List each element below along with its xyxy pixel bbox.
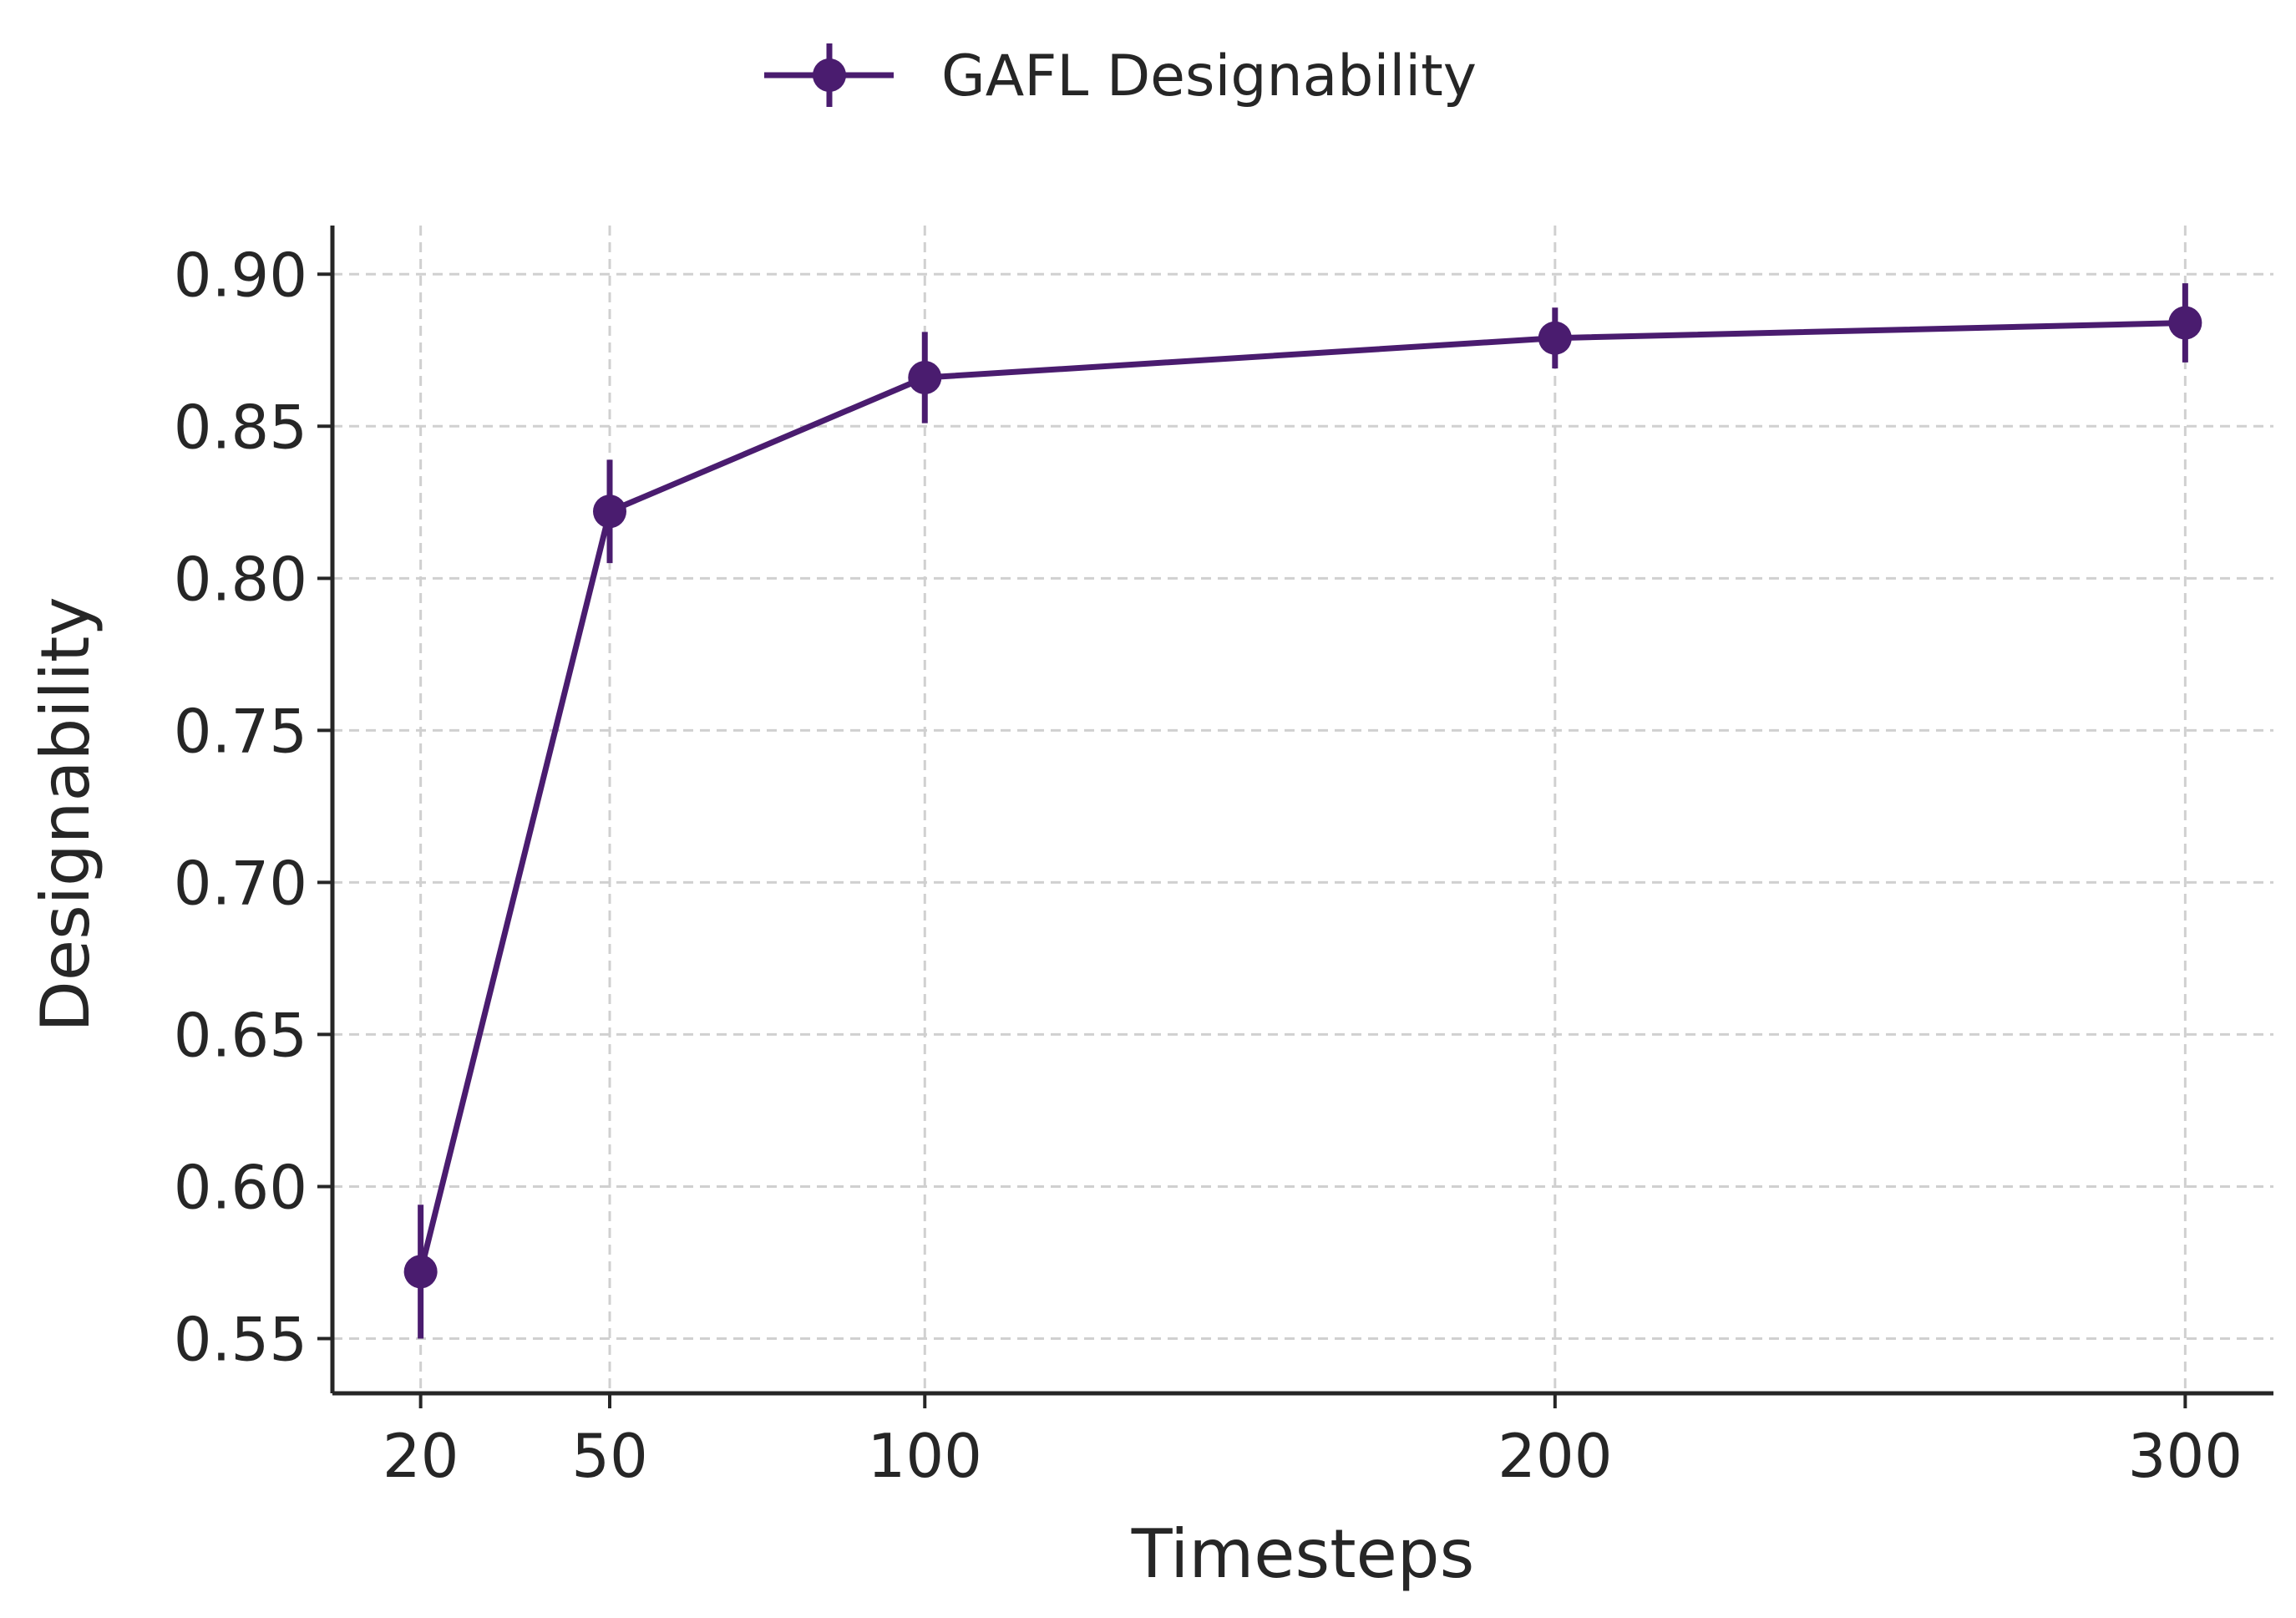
legend-label: GAFL Designability xyxy=(941,43,1477,109)
x-tick-label: 100 xyxy=(868,1421,982,1491)
series-layer xyxy=(403,283,2202,1339)
y-tick-label: 0.80 xyxy=(174,544,307,614)
legend-marker xyxy=(813,58,846,92)
ticks: 0.55 0.60 0.65 0.70 0.75 0.80 0.85 0.90 20 50 100 2… xyxy=(174,240,2243,1491)
y-tick-label: 0.55 xyxy=(174,1304,307,1374)
y-tick-label: 0.70 xyxy=(174,848,307,918)
series-line xyxy=(418,320,2186,1273)
y-tick-label: 0.60 xyxy=(174,1152,307,1222)
y-tick-label: 0.75 xyxy=(174,696,307,766)
x-axis-title: Timesteps xyxy=(1131,1515,1475,1593)
data-point xyxy=(2168,306,2202,340)
y-tick-label: 0.90 xyxy=(174,240,307,310)
legend: GAFL Designability xyxy=(764,43,1477,109)
y-tick-label: 0.65 xyxy=(174,1000,307,1070)
data-point xyxy=(403,1255,438,1289)
y-axis-title: Designability xyxy=(27,596,104,1032)
x-tick-label: 300 xyxy=(2128,1421,2243,1491)
x-tick-label: 50 xyxy=(571,1421,648,1491)
axes xyxy=(330,226,2273,1396)
data-point xyxy=(593,495,626,529)
grid-lines xyxy=(332,226,2273,1393)
y-tick-label: 0.85 xyxy=(174,392,307,462)
x-tick-label: 20 xyxy=(383,1421,459,1491)
x-tick-label: 200 xyxy=(1498,1421,1612,1491)
data-point xyxy=(1538,321,1572,355)
data-point xyxy=(908,361,942,395)
